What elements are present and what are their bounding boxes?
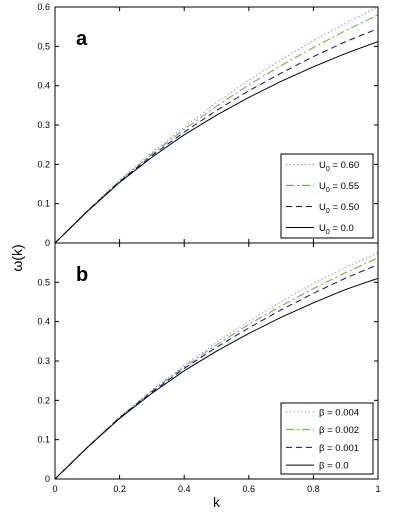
y-tick-label: 0.4 xyxy=(37,317,50,327)
y-tick-label: 0 xyxy=(45,238,50,248)
legend-entry-label: U0 = 0.50 xyxy=(319,202,359,215)
legend-entry-label: β = 0.001 xyxy=(319,443,359,454)
legend-entry-base: U xyxy=(319,160,326,171)
series-group xyxy=(55,7,378,243)
legend-box xyxy=(280,402,374,475)
legend-entry-base: β xyxy=(319,407,325,418)
legend-entry-label: β = 0.0 xyxy=(319,461,349,472)
y-tick-label: 0.1 xyxy=(37,199,50,209)
legend-entry-value: = 0.004 xyxy=(324,407,359,418)
legend-entry-base: β xyxy=(319,425,325,436)
y-tick-label: 0 xyxy=(45,474,50,484)
y-tick-label: 0.1 xyxy=(37,435,50,445)
legend-entry-subscript: 0 xyxy=(326,208,330,215)
x-axis-label: k xyxy=(213,494,221,510)
legend-entry-base: U xyxy=(319,181,326,192)
x-tick-label: 0.8 xyxy=(307,484,320,494)
legend-entry-label: U0 = 0.55 xyxy=(319,181,359,194)
y-axis-label: ω(k) xyxy=(9,244,25,271)
legend-entry-base: U xyxy=(319,202,326,213)
y-tick-label: 0.3 xyxy=(37,356,50,366)
x-tick-label: 0.4 xyxy=(178,484,191,494)
panel-label: b xyxy=(76,264,88,286)
panel-label: a xyxy=(76,28,88,50)
y-tick-label: 0.2 xyxy=(37,395,50,405)
legend-entry-value: = 0.0 xyxy=(324,461,348,472)
legend-entry-value: = 0.50 xyxy=(330,202,359,213)
y-tick-label: 0.6 xyxy=(37,2,50,12)
legend-entry-value: = 0.0 xyxy=(330,223,354,234)
legend-entry-subscript: 0 xyxy=(326,166,330,173)
series-line-3 xyxy=(55,277,378,479)
legend-entry-label: β = 0.004 xyxy=(319,407,359,418)
series-line-1 xyxy=(55,14,378,243)
legend-entry-base: U xyxy=(319,223,326,234)
y-tick-label: 0.5 xyxy=(37,277,50,287)
series-line-3 xyxy=(55,41,378,243)
legend-entry-value: = 0.55 xyxy=(330,181,359,192)
legend-entry-value: = 0.60 xyxy=(330,160,359,171)
legend-entry-value: = 0.002 xyxy=(324,425,359,436)
legend-entry-label: β = 0.002 xyxy=(319,425,359,436)
series-group xyxy=(55,252,378,479)
x-tick-label: 0.6 xyxy=(243,484,256,494)
legend-box xyxy=(280,153,374,239)
y-tick-label: 0.3 xyxy=(37,120,50,130)
y-tick-label: 0.4 xyxy=(37,81,50,91)
legend-entry-base: β xyxy=(319,461,325,472)
legend-entry-label: U0 = 0.60 xyxy=(319,160,359,173)
legend-entry-value: = 0.001 xyxy=(324,443,359,454)
x-tick-label: 0.2 xyxy=(113,484,126,494)
y-tick-label: 0.5 xyxy=(37,41,50,51)
x-tick-label: 0 xyxy=(52,484,57,494)
panel-b: 0 0.2 0.4 0.6 0.8 1 0 0.1 0.2 0.3 0.4 0.5 b β = 0.004… xyxy=(37,242,381,494)
y-tick-label: 0.2 xyxy=(37,159,50,169)
legend-entry-subscript: 0 xyxy=(326,187,330,194)
legend-entry-subscript: 0 xyxy=(326,229,330,236)
x-tick-label: 1 xyxy=(375,484,380,494)
legend-entry-base: β xyxy=(319,443,325,454)
series-line-1 xyxy=(55,257,378,479)
legend-entry-label: U0 = 0.0 xyxy=(319,223,354,236)
